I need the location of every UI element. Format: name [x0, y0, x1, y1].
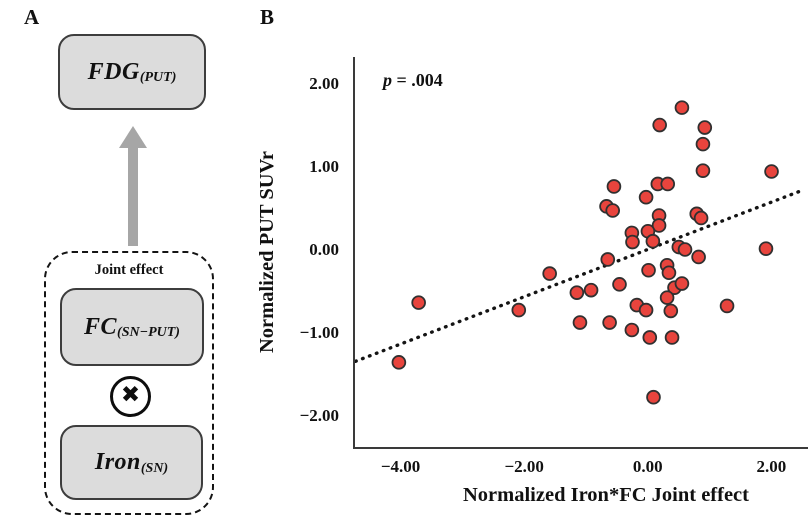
scatter-point	[642, 330, 658, 345]
scatter-point	[695, 136, 711, 152]
iron-sn-node: Iron (SN)	[60, 425, 203, 500]
fdg-put-node: FDG (PUT)	[58, 34, 206, 110]
scatter-point	[652, 117, 667, 133]
scatter-point	[612, 277, 627, 292]
scatter-point	[572, 315, 588, 330]
y-tick-label: 0.00	[309, 240, 339, 260]
p-value-text: = .004	[392, 70, 443, 90]
scatter-point	[391, 355, 407, 370]
scatter-point	[602, 315, 617, 330]
scatter-point	[606, 179, 622, 194]
x-tick-label: 0.00	[632, 457, 663, 476]
scatter-point	[677, 242, 693, 257]
p-value-annotation: p = .004	[383, 70, 443, 91]
y-tick-label: −1.00	[299, 323, 339, 343]
x-tick-label: −4.00	[380, 457, 421, 476]
scatter-point	[645, 233, 661, 249]
panel-b-label: B	[260, 5, 275, 29]
scatter-point	[569, 285, 585, 300]
arrow-up-icon	[119, 126, 147, 148]
y-tick-label: 2.00	[309, 74, 339, 94]
scatter-point	[542, 266, 557, 281]
scatter-point	[697, 120, 713, 135]
iron-node-text: Iron	[94, 449, 141, 475]
scatter-point	[605, 203, 621, 218]
trend-line	[355, 188, 804, 363]
plot-area	[353, 57, 808, 449]
scatter-point	[663, 303, 679, 319]
joint-effect-group-outline	[44, 251, 214, 515]
scatter-point	[674, 276, 690, 291]
scatter-point	[624, 322, 640, 338]
scatter-point	[661, 265, 677, 281]
y-axis-label: Normalized PUT SUVr	[256, 151, 278, 353]
scatter-point	[646, 389, 661, 405]
scatter-point	[695, 163, 711, 178]
scatter-point	[758, 241, 774, 256]
multiply-glyph: ✖	[120, 382, 141, 408]
fdg-node-subscript: (PUT)	[139, 70, 177, 85]
scatter-point	[583, 282, 599, 298]
scatter-point	[664, 330, 680, 345]
scatter-point	[638, 189, 654, 205]
scatter-point	[764, 164, 779, 179]
arrow-shaft	[128, 147, 138, 246]
panel-a-label: A	[24, 5, 40, 29]
iron-node-subscript: (SN)	[140, 460, 169, 476]
scatter-point	[511, 302, 527, 318]
fc-node-text: FC	[84, 313, 118, 340]
x-tick-label: 2.00	[756, 457, 787, 476]
fc-node-subscript: (SN−PUT)	[117, 325, 180, 340]
scatter-point	[638, 302, 654, 318]
y-tick-label: 1.00	[309, 157, 339, 177]
scatter-canvas	[355, 100, 804, 405]
scatter-point	[641, 262, 656, 278]
scatter-point	[691, 249, 706, 265]
multiply-icon: ✖	[110, 376, 151, 417]
x-tick-label: −2.00	[504, 457, 544, 476]
scatter-point	[659, 290, 675, 305]
scatter-point	[625, 234, 640, 250]
scatter-point	[600, 252, 616, 267]
x-axis-label: Normalized Iron*FC Joint effect	[463, 484, 749, 506]
y-tick-label: −2.00	[299, 406, 339, 426]
scatter-point	[651, 218, 667, 233]
scatter-point	[660, 176, 676, 192]
scatter-point	[719, 298, 735, 314]
p-symbol: p	[383, 70, 392, 90]
joint-effect-label: Joint effect	[94, 262, 164, 278]
fc-sn-put-node: FC (SN−PUT)	[60, 288, 204, 366]
scatter-point	[693, 210, 709, 226]
scatter-point	[674, 100, 690, 115]
fdg-node-text: FDG	[87, 58, 140, 85]
scatter-point	[411, 295, 426, 310]
